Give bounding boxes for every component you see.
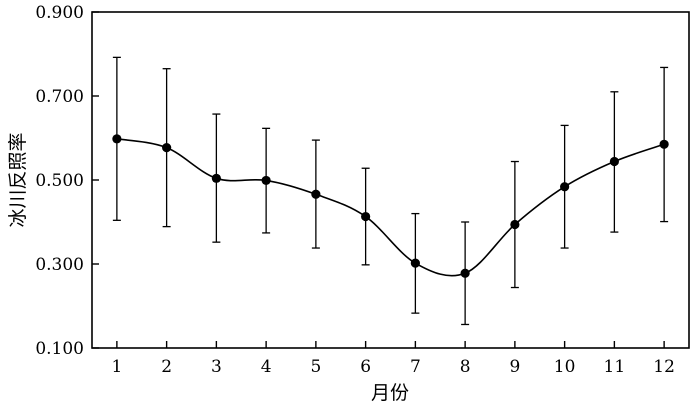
y-tick-label: 0.300	[35, 255, 84, 275]
y-tick-label: 0.500	[35, 171, 84, 191]
data-point	[410, 258, 420, 268]
error-bars	[112, 56, 669, 326]
x-tick-label: 9	[509, 357, 520, 377]
x-tick-label: 3	[211, 357, 222, 377]
data-point	[510, 219, 520, 230]
x-tick-label: 8	[460, 357, 471, 377]
x-axis-title: 月份	[371, 382, 409, 404]
data-point	[261, 175, 271, 186]
data-point	[211, 173, 221, 183]
x-tick-label: 1	[111, 357, 122, 377]
x-tick-label: 2	[161, 357, 172, 377]
data-point	[112, 134, 122, 144]
y-tick-label: 0.900	[35, 3, 84, 23]
data-point	[560, 182, 570, 192]
series-line	[116, 138, 665, 277]
data-point	[162, 143, 172, 153]
x-tick-label: 12	[653, 357, 675, 377]
data-points	[112, 134, 669, 278]
y-tick-label: 0.700	[35, 87, 84, 107]
data-point	[609, 156, 619, 167]
x-tick-label: 11	[604, 357, 626, 377]
x-tick-label: 7	[410, 357, 421, 377]
x-tick-label: 4	[261, 357, 272, 377]
x-axis: 1 2 3 4 5 6 7 8 9 10 11 12	[111, 341, 675, 377]
data-point	[460, 268, 470, 278]
data-point	[659, 139, 669, 149]
x-tick-label: 6	[360, 357, 371, 377]
plot-frame	[91, 11, 690, 349]
x-tick-label: 5	[310, 357, 321, 377]
data-point	[311, 189, 321, 199]
y-tick-label: 0.100	[35, 339, 84, 359]
data-point	[361, 211, 371, 222]
x-tick-label: 10	[554, 357, 576, 377]
y-axis-title: 冰川反照率	[7, 132, 29, 227]
y-axis: 0.100 0.300 0.500 0.700 0.900	[35, 3, 99, 359]
